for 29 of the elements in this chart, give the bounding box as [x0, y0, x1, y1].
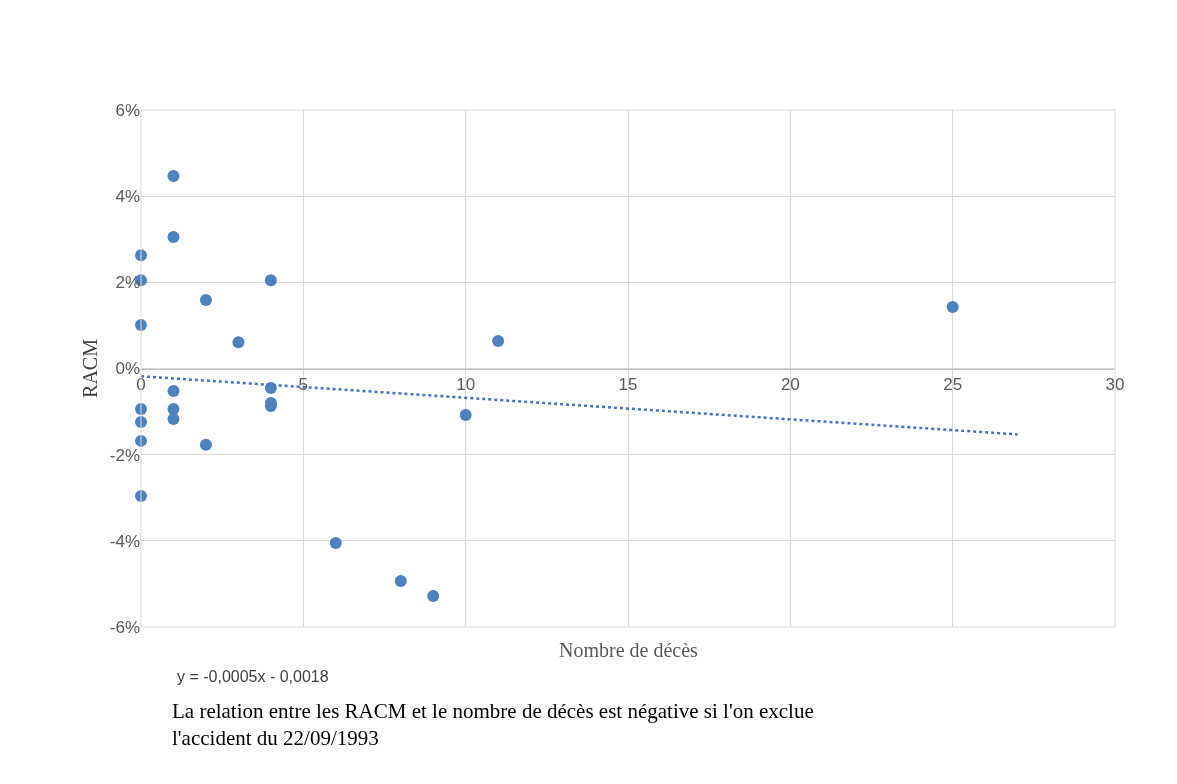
y-axis-title: RACM — [79, 338, 102, 398]
text: y = -0,0005x - 0,0018 — [177, 668, 329, 685]
point — [199, 294, 212, 306]
x-tick-label: 20 — [780, 374, 800, 394]
point — [427, 589, 440, 602]
point — [492, 334, 505, 347]
y-tick-label: -2% — [109, 445, 140, 465]
point — [264, 274, 277, 287]
point — [329, 536, 342, 549]
x-tick-label: 10 — [456, 374, 476, 394]
point — [167, 231, 180, 244]
x-axis-title: Nombre de décès — [559, 639, 699, 661]
point — [946, 300, 959, 313]
point — [199, 438, 212, 451]
x-tick-label: 5 — [298, 374, 309, 394]
x-tick-label: 30 — [1105, 374, 1125, 394]
point — [167, 169, 180, 182]
x-tick-label: 15 — [618, 374, 638, 394]
y-tick-label: -6% — [109, 617, 140, 637]
x-tick-label: 25 — [943, 374, 963, 394]
point — [232, 336, 245, 349]
y-tick-label: -4% — [109, 531, 140, 551]
point — [394, 574, 407, 587]
point — [167, 384, 180, 397]
y-tick-label: 2% — [115, 273, 140, 293]
y-tick-label: 6% — [115, 100, 140, 120]
y-tick-label: 4% — [115, 187, 140, 207]
text: La relation entre les RACM et le nombre de décès est négative si l'on exclue l'accident du 22/09/1993 — [172, 699, 814, 751]
point — [459, 409, 472, 422]
